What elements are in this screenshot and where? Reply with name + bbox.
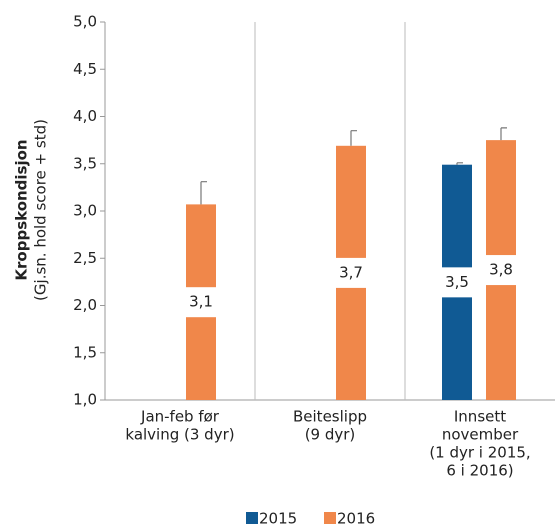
value-label: 3,8 — [489, 261, 513, 279]
y-tick-label: 3,5 — [73, 154, 97, 172]
y-axis-label: Kroppskondisjon — [13, 139, 31, 280]
x-tick-label: Innsett — [454, 408, 506, 426]
error-bar — [350, 130, 357, 146]
error-bar-line — [200, 181, 207, 205]
value-label-bg — [485, 255, 517, 286]
value-label: 3,1 — [189, 293, 213, 311]
error-bar — [456, 162, 463, 165]
value-label: 3,7 — [339, 263, 363, 281]
legend-label: 2015 — [259, 510, 297, 526]
error-bar-line — [350, 130, 357, 146]
y-tick-label: 3,0 — [73, 202, 97, 220]
y-tick-label: 5,0 — [73, 13, 97, 31]
x-tick-label: Beiteslipp — [293, 408, 367, 426]
error-bar-line — [456, 162, 463, 165]
legend-swatch — [246, 512, 258, 524]
legend-label: 2016 — [337, 510, 375, 526]
x-tick-label: (9 dyr) — [305, 426, 356, 444]
error-bar — [500, 127, 507, 141]
value-label: 3,5 — [445, 273, 469, 291]
x-tick-label: kalving (3 dyr) — [125, 426, 234, 444]
x-tick-label: Jan-feb før — [140, 408, 220, 426]
x-tick-label: november — [442, 426, 519, 444]
x-tick-label: 6 i 2016) — [446, 462, 513, 480]
y-tick-label: 1,0 — [73, 391, 97, 409]
y-tick-label: 4,0 — [73, 107, 97, 125]
x-tick-label: (1 dyr i 2015, — [429, 444, 530, 462]
y-axis-label: (Gj.sn. hold score + std) — [32, 119, 50, 301]
value-label-bg — [335, 257, 367, 288]
error-bar — [200, 181, 207, 205]
value-label-bg — [441, 267, 473, 298]
value-label-bg — [185, 287, 217, 318]
error-bar-line — [500, 127, 507, 141]
legend-swatch — [324, 512, 336, 524]
y-tick-label: 2,0 — [73, 296, 97, 314]
y-tick-label: 1,5 — [73, 343, 97, 361]
y-tick-label: 2,5 — [73, 249, 97, 267]
y-tick-label: 4,5 — [73, 60, 97, 78]
